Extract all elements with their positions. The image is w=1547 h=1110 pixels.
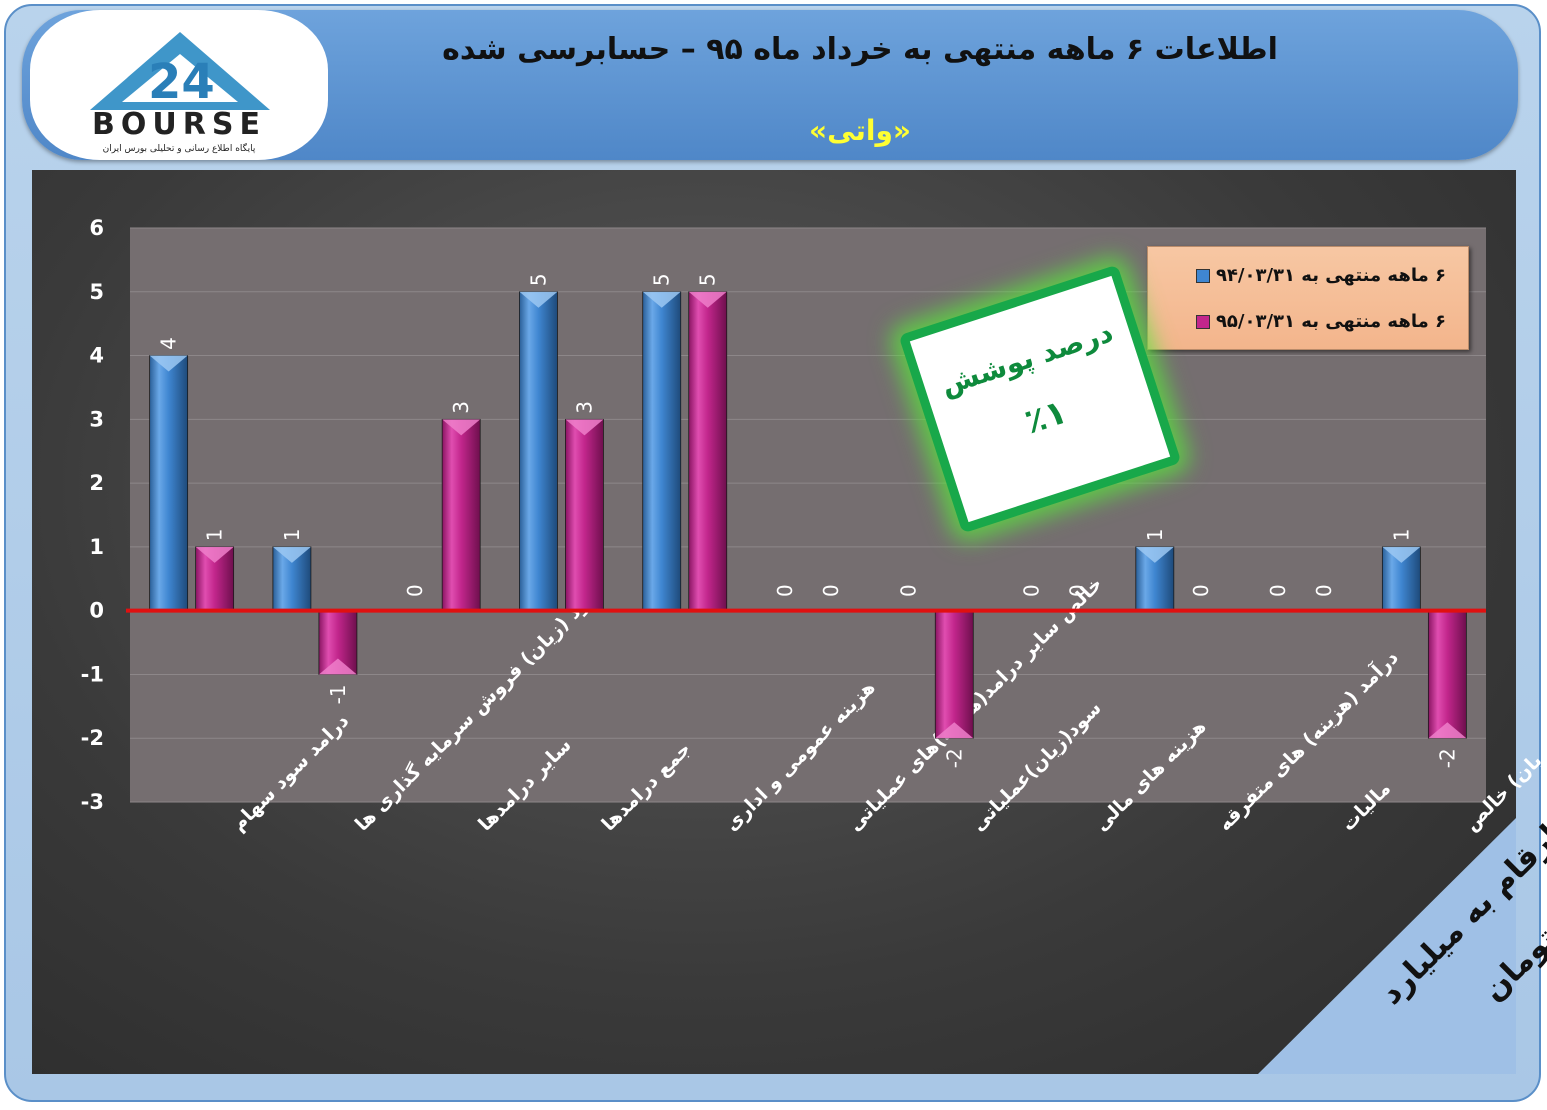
data-label: 0	[1189, 584, 1213, 597]
logo-brand: BOURSE	[92, 107, 266, 142]
y-tick-label: 3	[89, 407, 104, 431]
data-label: 5	[696, 273, 720, 286]
data-label: 4	[157, 337, 181, 350]
company-name: «واتی»	[808, 114, 912, 147]
data-label: 0	[1020, 584, 1044, 597]
bar-cap	[1428, 722, 1467, 739]
y-tick-label: -1	[81, 662, 104, 686]
data-label: 0	[1312, 584, 1336, 597]
bar-cap	[149, 355, 188, 372]
data-label: 5	[650, 273, 674, 286]
data-label: 1	[203, 529, 227, 542]
bar-cap	[935, 722, 974, 739]
legend-swatch-series2	[1195, 314, 1210, 329]
y-tick-label: 6	[89, 216, 104, 240]
legend-label-series2: ۶ ماهه منتهی به ۹۵/۰۳/۳۱	[1215, 311, 1446, 332]
bar-cap	[195, 546, 234, 563]
page-title: اطلاعات ۶ ماهه منتهی به خرداد ماه ۹۵ – ح…	[442, 32, 1278, 67]
bar-series1	[642, 291, 682, 612]
y-tick-label: 4	[89, 344, 104, 368]
data-label: 1	[1143, 529, 1167, 542]
data-label: 5	[526, 273, 550, 286]
y-tick-label: 1	[89, 535, 104, 559]
bar-cap	[642, 291, 681, 308]
data-label: 0	[1266, 584, 1290, 597]
svg-text:24: 24	[148, 54, 215, 110]
data-label: 0	[1066, 584, 1090, 597]
logo-mark: 24 BOURSE پایگاه اطلاع رسانی و تحلیلی بو…	[90, 32, 270, 154]
bar-cap	[442, 419, 481, 436]
data-label: -1	[326, 684, 350, 704]
legend-label-series1: ۶ ماهه منتهی به ۹۴/۰۳/۳۱	[1215, 265, 1446, 286]
bar-cap	[519, 291, 558, 308]
y-tick-label: 0	[89, 599, 104, 623]
bar-series2	[441, 418, 481, 612]
legend-item-series2: ۶ ماهه منتهی به ۹۵/۰۳/۳۱	[1195, 311, 1446, 332]
y-tick-label: 5	[89, 280, 104, 304]
data-label: 0	[773, 584, 797, 597]
data-label: 1	[280, 529, 304, 542]
data-label: 0	[819, 584, 843, 597]
logo-tagline: پایگاه اطلاع رسانی و تحلیلی بورس ایران	[103, 142, 256, 154]
bar-cap	[318, 658, 357, 675]
logo: 24 BOURSE پایگاه اطلاع رسانی و تحلیلی بو…	[30, 10, 328, 160]
data-label: 3	[572, 401, 596, 414]
data-label: 0	[896, 584, 920, 597]
bar-series1	[149, 355, 189, 612]
y-tick-label: -3	[81, 790, 104, 814]
bar-cap	[1135, 546, 1174, 563]
y-tick-label: -2	[81, 726, 104, 750]
data-label: 0	[403, 584, 427, 597]
data-label: 3	[449, 401, 473, 414]
legend-item-series1: ۶ ماهه منتهی به ۹۴/۰۳/۳۱	[1195, 265, 1446, 286]
bar-series2	[688, 291, 728, 612]
y-tick-label: 2	[89, 471, 104, 495]
bar-cap	[688, 291, 727, 308]
bar-cap	[565, 419, 604, 436]
legend-swatch-series1	[1195, 268, 1210, 283]
chart-legend: ۶ ماهه منتهی به ۹۴/۰۳/۳۱ ۶ ماهه منتهی به…	[1147, 246, 1469, 350]
bar-series2	[1427, 610, 1467, 739]
bar-cap	[272, 546, 311, 563]
data-label: -2	[1435, 748, 1459, 768]
bar-series2	[565, 418, 604, 612]
bar-cap	[1382, 546, 1421, 563]
data-label: 1	[1389, 529, 1413, 542]
data-label: -2	[942, 748, 966, 768]
